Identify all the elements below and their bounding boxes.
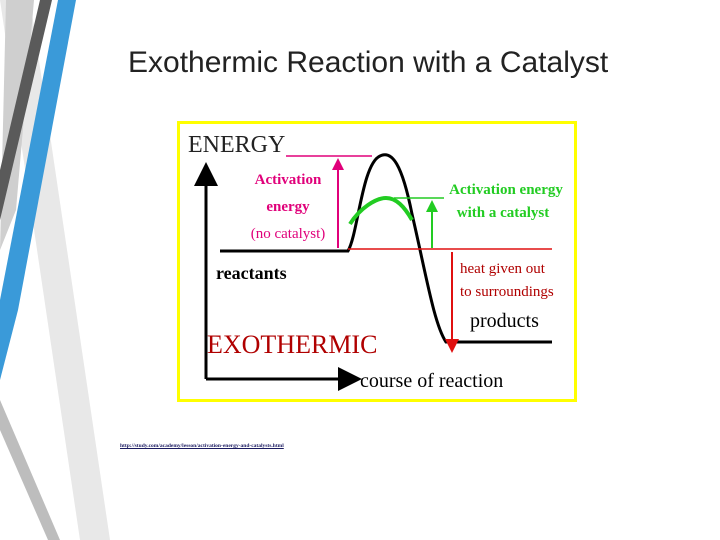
- heat-label-line-1: heat given out: [460, 261, 546, 277]
- activation-label-line-1: Activation: [255, 172, 322, 188]
- deco-band-blue: [0, 0, 76, 380]
- catalyst-curve: [348, 195, 414, 226]
- reactants-label: reactants: [216, 263, 287, 283]
- heat-label-line-2: to surroundings: [460, 284, 554, 300]
- deco-band-dark: [0, 0, 52, 220]
- energy-diagram: ENERGY Activation energy (no catalyst) A…: [177, 121, 577, 402]
- x-axis-label: course of reaction: [360, 370, 503, 392]
- source-link[interactable]: http://study.com/academy/lesson/activati…: [120, 443, 284, 449]
- reaction-curve: [220, 153, 552, 344]
- products-label: products: [470, 310, 539, 332]
- activation-label-line-2: energy: [266, 199, 310, 215]
- deco-band-light: [0, 0, 110, 540]
- catalyst-label-line-2: with a catalyst: [457, 205, 550, 221]
- catalyst-label-line-1: Activation energy: [449, 182, 563, 198]
- deco-band-thin: [0, 400, 60, 540]
- reaction-type-label: EXOTHERMIC: [207, 330, 377, 359]
- y-axis-label: ENERGY: [188, 132, 285, 158]
- slide-title: Exothermic Reaction with a Catalyst: [128, 46, 609, 79]
- activation-label-line-3: (no catalyst): [251, 226, 326, 242]
